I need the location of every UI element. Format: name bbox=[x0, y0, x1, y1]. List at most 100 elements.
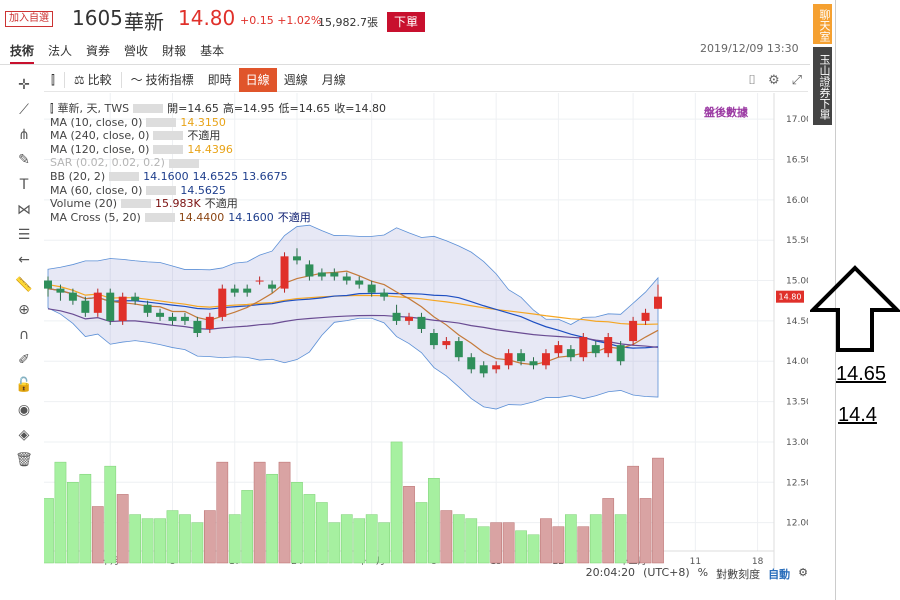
price-tick-label: 17.00 bbox=[786, 115, 808, 125]
volume-bar bbox=[91, 506, 104, 564]
unlock-icon[interactable]: 🔓 bbox=[15, 376, 33, 393]
volume-bar bbox=[154, 518, 166, 564]
brush-icon[interactable]: ✎ bbox=[18, 151, 30, 168]
legend-controls[interactable] bbox=[153, 145, 184, 155]
drawing-toolbar: ✛ ⟋ ⋔ ✎ T ⋈ ☰ ← 📏 ⊕ ∩ ✐ 🔓 ◉ ◈ 🗑 bbox=[6, 72, 42, 472]
arrow-left-icon[interactable]: ← bbox=[18, 251, 30, 268]
volume-bar bbox=[203, 510, 216, 564]
tab-margin[interactable]: 資券 bbox=[86, 44, 111, 58]
place-order-button[interactable]: 下單 bbox=[387, 12, 425, 32]
volume-bar bbox=[303, 494, 316, 564]
pencil-lock-icon[interactable]: ✐ bbox=[18, 351, 30, 368]
candle-body bbox=[367, 284, 376, 293]
candle-body bbox=[467, 357, 476, 370]
tab-revenue[interactable]: 營收 bbox=[124, 44, 149, 58]
fib-icon[interactable]: ☰ bbox=[17, 226, 31, 243]
tab-technical[interactable]: 技術 bbox=[10, 42, 35, 64]
realtime-button[interactable]: 即時 bbox=[207, 72, 232, 87]
date-tick-label: 18 bbox=[752, 557, 764, 567]
candle-body bbox=[280, 256, 289, 289]
broker-order-tab[interactable]: 玉山證券下單 bbox=[813, 47, 832, 125]
indicators-button[interactable]: 〜技術指標 bbox=[124, 68, 201, 92]
timezone[interactable]: (UTC+8) bbox=[643, 566, 690, 579]
weekly-button[interactable]: 週線 bbox=[283, 72, 308, 87]
pattern-icon[interactable]: ⋈ bbox=[17, 201, 31, 218]
price-tick-label: 16.00 bbox=[786, 196, 808, 206]
top-bar: 加入自選 1605 華新 14.80 +0.15 +1.02% 15,982.7… bbox=[0, 0, 810, 40]
tab-financials[interactable]: 財報 bbox=[162, 44, 187, 58]
daily-button[interactable]: 日線 bbox=[238, 67, 277, 92]
candle-body bbox=[380, 292, 389, 297]
chart-type-button[interactable]: ⫿ bbox=[44, 68, 62, 92]
candle-body bbox=[541, 353, 550, 366]
price-chart[interactable]: 17.00 16.50 16.00 15.50 15.00 14.50 14.00 13.50… bbox=[44, 93, 808, 581]
compare-icon: ⚖ bbox=[73, 72, 85, 87]
legend-controls[interactable] bbox=[168, 158, 199, 168]
tab-institutional[interactable]: 法人 bbox=[48, 44, 73, 58]
data-timestamp: 2019/12/09 13:30 bbox=[700, 42, 799, 55]
volume-bar bbox=[565, 514, 577, 564]
fork-icon[interactable]: ⋔ bbox=[18, 126, 30, 143]
volume-bar bbox=[266, 473, 278, 564]
note-value-2: 14.4 bbox=[838, 404, 877, 426]
compare-button[interactable]: ⚖ 比較 bbox=[67, 68, 119, 92]
toolbar-right: ⌷ ⚙ ⤢ bbox=[748, 68, 802, 92]
trash-icon[interactable]: 🗑 bbox=[15, 451, 33, 468]
ma240-line bbox=[47, 308, 659, 348]
volume-bar bbox=[527, 534, 540, 564]
candle-body bbox=[454, 341, 463, 358]
indicator-legend: ⫿ 華新, 天, TWS 開=14.65 高=14.95 低=14.65 收=14.80 … bbox=[50, 102, 386, 224]
volume-bar bbox=[253, 461, 266, 564]
add-watchlist-button[interactable]: 加入自選 bbox=[5, 11, 53, 27]
legend-controls[interactable] bbox=[146, 117, 177, 127]
volume-bar bbox=[502, 522, 515, 564]
legend-controls[interactable] bbox=[153, 131, 184, 141]
candle-body bbox=[243, 288, 252, 293]
volume-bar bbox=[614, 514, 627, 564]
trendline-icon[interactable]: ⟋ bbox=[19, 101, 29, 118]
legend-controls[interactable] bbox=[146, 185, 177, 195]
legend-ma240: MA (240, close, 0) 不適用 bbox=[50, 129, 221, 143]
legend-controls[interactable] bbox=[144, 213, 175, 223]
gear-icon[interactable]: ⚙ bbox=[767, 72, 780, 88]
volume-bar bbox=[390, 441, 403, 564]
legend-ma60: MA (60, close, 0) 14.5625 bbox=[50, 183, 226, 197]
legend-close: 收=14.80 bbox=[334, 102, 386, 115]
eye-icon[interactable]: ◉ bbox=[17, 401, 31, 418]
candle-body bbox=[143, 304, 152, 313]
volume-bar bbox=[191, 522, 204, 564]
chat-room-tab[interactable]: 聊天室 bbox=[813, 4, 832, 44]
indicator-icon: 〜 bbox=[130, 72, 143, 87]
price-tick-label: 15.00 bbox=[786, 277, 808, 287]
volume-bar bbox=[44, 498, 54, 564]
legend-controls[interactable] bbox=[133, 104, 164, 114]
candle-body bbox=[355, 280, 364, 285]
volume-bar bbox=[465, 518, 478, 564]
settings-icon[interactable]: ⚙ bbox=[798, 566, 808, 579]
percent-toggle[interactable]: % bbox=[697, 566, 709, 579]
ruler-icon[interactable]: 📏 bbox=[15, 276, 33, 293]
volume-bar bbox=[228, 514, 241, 564]
magnet-icon[interactable]: ∩ bbox=[18, 326, 30, 343]
legend-volume: Volume (20) 15.983K 不適用 bbox=[50, 197, 238, 211]
legend-controls[interactable] bbox=[109, 172, 140, 182]
log-scale-toggle[interactable]: 對數刻度 bbox=[716, 568, 761, 581]
volume-bar bbox=[577, 526, 590, 564]
crosshair-icon[interactable]: ✛ bbox=[18, 76, 30, 93]
camera-icon[interactable]: ⌷ bbox=[748, 72, 756, 88]
ma120-line bbox=[47, 283, 659, 326]
candle-body bbox=[193, 320, 202, 333]
legend-controls[interactable] bbox=[121, 199, 151, 209]
text-icon[interactable]: T bbox=[19, 176, 29, 193]
candle-body bbox=[255, 280, 264, 282]
auto-scale-toggle[interactable]: 自動 bbox=[768, 568, 791, 581]
zoom-in-icon[interactable]: ⊕ bbox=[18, 301, 30, 318]
candle-body bbox=[205, 316, 214, 329]
tab-basic[interactable]: 基本 bbox=[200, 44, 225, 58]
monthly-button[interactable]: 月線 bbox=[321, 72, 346, 87]
layers-icon[interactable]: ◈ bbox=[18, 426, 30, 443]
volume-bar bbox=[515, 530, 527, 564]
fullscreen-icon[interactable]: ⤢ bbox=[791, 72, 802, 88]
candle-body bbox=[342, 276, 351, 281]
volume-bar bbox=[627, 465, 639, 564]
